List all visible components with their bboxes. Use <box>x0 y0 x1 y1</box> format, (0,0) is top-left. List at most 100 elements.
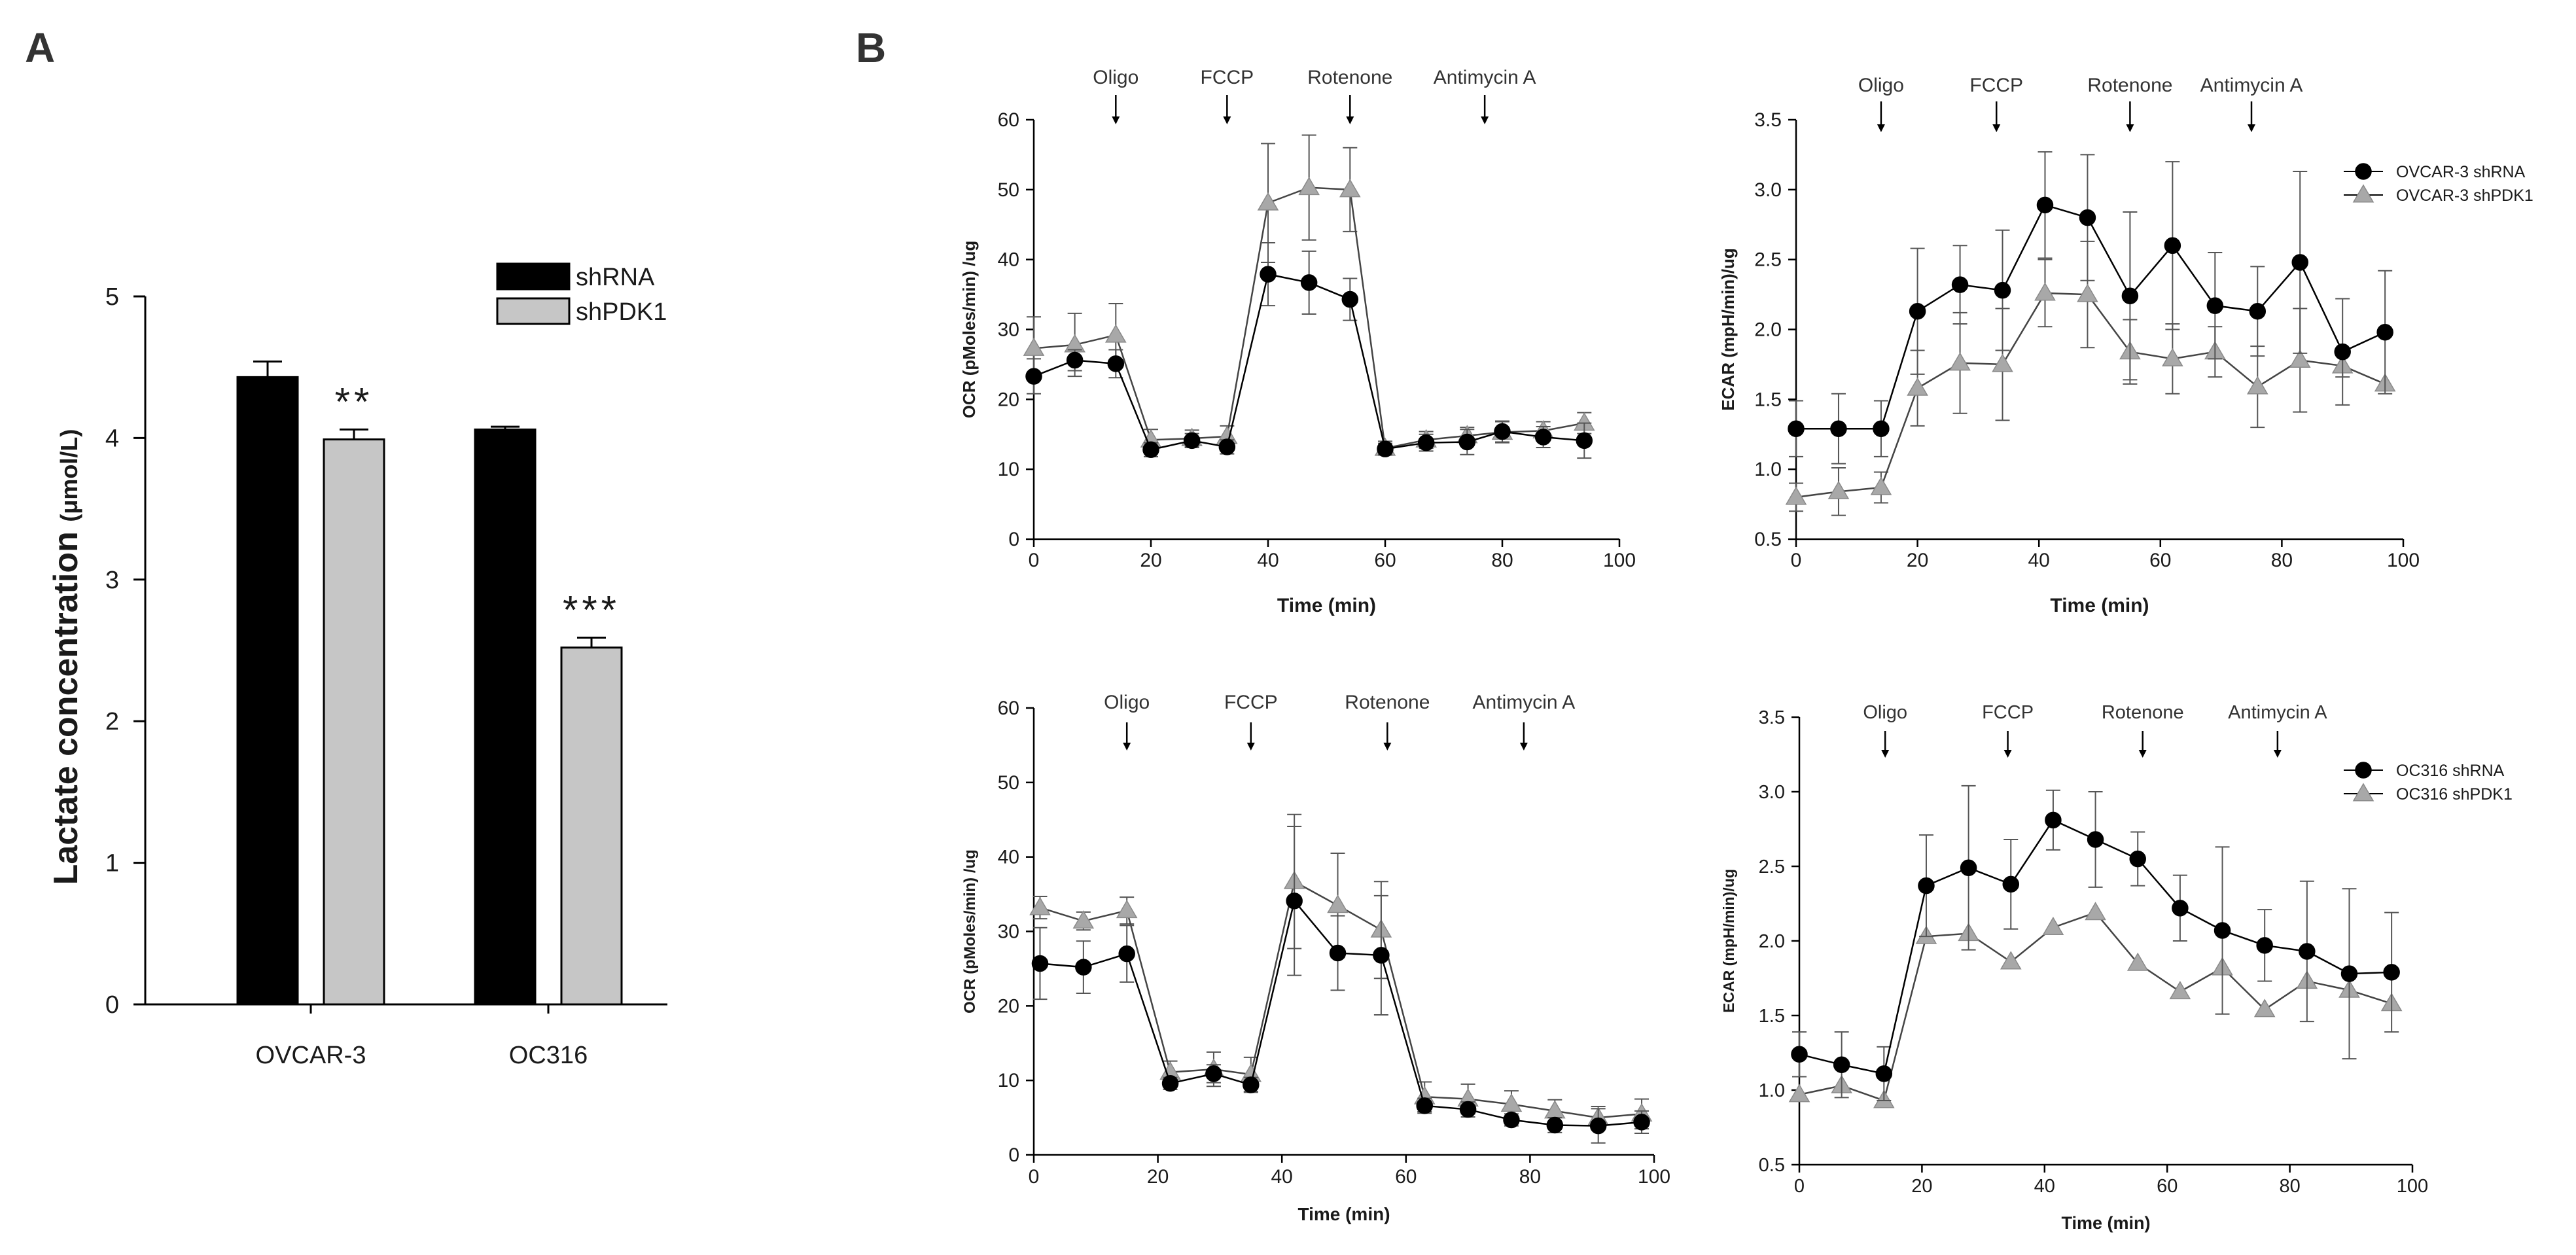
data-point <box>1416 1097 1433 1114</box>
x-tick-label: 40 <box>2028 550 2050 571</box>
injection-label: Antimycin A <box>2200 75 2303 96</box>
y-tick-label: 3.5 <box>1759 707 1785 728</box>
data-point <box>1142 441 1159 459</box>
x-tick-label: 60 <box>1395 1166 1417 1188</box>
x-axis-title: Time (min) <box>2061 1213 2150 1233</box>
data-point <box>2352 184 2374 203</box>
data-point <box>1788 420 1805 437</box>
data-point <box>2352 783 2374 802</box>
legend-label: OVCAR-3 shRNA <box>2396 163 2526 181</box>
data-point <box>1327 894 1349 913</box>
injection-arrowhead <box>1877 124 1885 132</box>
data-point <box>1830 420 1847 437</box>
data-point <box>1075 959 1092 976</box>
bar <box>323 438 385 1006</box>
y-tick-label: 1.5 <box>1754 389 1782 410</box>
x-tick-label: 0 <box>1029 1166 1040 1188</box>
data-point <box>1546 1116 1564 1134</box>
y-axis-title: Lactate concentration (μmol/L) <box>47 429 85 885</box>
injection-label: FCCP <box>1969 75 2023 96</box>
data-point <box>2162 347 2183 366</box>
legend-label: OC316 shRNA <box>2396 762 2505 780</box>
y-tick-label: 2.5 <box>1759 857 1785 877</box>
x-tick-label: 80 <box>1519 1166 1541 1188</box>
data-point <box>1329 944 1347 962</box>
data-point <box>2079 209 2096 226</box>
y-tick-label: 2.0 <box>1759 931 1785 952</box>
y-tick-label: 1.0 <box>1754 459 1782 480</box>
x-tick-label: 40 <box>2034 1176 2055 1197</box>
bar <box>560 646 623 1006</box>
data-point <box>2036 196 2054 214</box>
x-tick-label: 40 <box>1257 550 1279 571</box>
y-axis-title: ECAR (mpH/min)/ug <box>1720 869 1737 1013</box>
y-tick-label: 3.5 <box>1754 109 1782 131</box>
y-axis-unit: (μmol/L) <box>56 429 82 522</box>
data-point <box>2291 254 2308 271</box>
data-point <box>1417 434 1435 451</box>
x-tick-label: 60 <box>2149 550 2171 571</box>
line-chart-oc316-ocr: 0 10 20 30 40 50 60 0 20 40 60 80 100 Time (min) OCR (… <box>961 692 1670 1224</box>
x-axis-title: Time (min) <box>1297 1204 1390 1224</box>
injection-arrowhead <box>2003 750 2012 758</box>
x-tick-label: 0 <box>1791 550 1802 571</box>
data-point <box>1960 859 1977 877</box>
line-chart-ovcar3-ecar: 0.5 1.0 1.5 2.0 2.5 3.0 3.5 0 20 40 60 80 100 Time (m… <box>1718 75 2533 616</box>
data-point <box>1949 352 1971 371</box>
y-tick-label: 2.0 <box>1754 319 1782 341</box>
data-point <box>2042 916 2064 936</box>
x-tick-label: 20 <box>1147 1166 1169 1188</box>
injection-arrowhead <box>2248 124 2255 132</box>
series-line <box>1040 899 1642 1127</box>
y-tick-label: 60 <box>998 698 1019 719</box>
data-point <box>1992 353 2013 372</box>
injection-arrowhead <box>1481 116 1489 124</box>
injection-label: Rotenone <box>2087 75 2172 96</box>
injection-label: Oligo <box>1104 692 1150 713</box>
data-point <box>1339 179 1361 198</box>
data-point <box>1260 266 1277 283</box>
injection-arrowhead <box>1246 743 1255 751</box>
x-tick-label: 80 <box>1491 550 1513 571</box>
y-tick-label: 3.0 <box>1754 179 1782 201</box>
y-tick-label: 0 <box>1008 529 1019 550</box>
x-tick-label: 60 <box>1374 550 1396 571</box>
y-tick-label: 30 <box>998 319 1019 341</box>
x-tick-label: 20 <box>1907 550 1928 571</box>
data-point <box>2169 981 2191 1000</box>
data-point <box>2355 163 2372 180</box>
y-tick-label: 2.5 <box>1754 249 1782 271</box>
data-point <box>1373 947 1390 964</box>
data-point <box>2334 343 2351 361</box>
injection-label: Rotenone <box>2102 702 2184 723</box>
injection-arrowhead <box>2273 750 2282 758</box>
legend-label: OVCAR-3 shPDK1 <box>2396 186 2533 205</box>
y-tick-label: 3 <box>105 567 119 594</box>
y-axis-title: OCR (pMoles/min) /ug <box>959 241 979 419</box>
bar <box>236 376 299 1006</box>
series-line <box>1796 203 2386 430</box>
data-point <box>2376 324 2393 341</box>
significance-label: *** <box>563 588 620 632</box>
y-tick-label: 40 <box>998 249 1019 271</box>
legend-label: shPDK1 <box>576 298 667 326</box>
data-point <box>1788 1084 1810 1103</box>
data-point <box>1589 1117 1607 1135</box>
x-tick-label: 80 <box>2279 1176 2300 1197</box>
bar-chart-lactate: 0 1 2 3 4 5 OVCAR-3 ** OC316 *** Lactate concentra… <box>47 262 667 1069</box>
data-point <box>2085 902 2106 921</box>
injection-label: Oligo <box>1093 67 1138 88</box>
data-point <box>1503 1111 1520 1129</box>
panel-letter-a: A <box>25 24 55 71</box>
data-point <box>2246 376 2268 395</box>
x-tick-label: 100 <box>1603 550 1636 571</box>
data-point <box>2034 282 2056 301</box>
x-tick-label: 100 <box>2387 550 2420 571</box>
y-tick-label: 10 <box>998 1070 1019 1091</box>
data-point <box>1161 1074 1179 1092</box>
injection-arrowhead <box>1346 116 1354 124</box>
injection-label: Oligo <box>1863 702 1907 723</box>
data-point <box>1377 440 1394 457</box>
data-point <box>1907 377 1928 396</box>
